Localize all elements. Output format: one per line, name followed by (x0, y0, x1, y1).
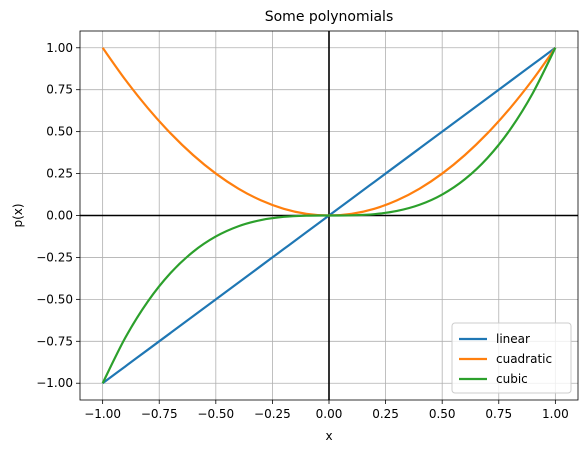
y-tick-label: 0.00 (46, 209, 73, 223)
legend-label-cuadratic: cuadratic (496, 352, 552, 366)
y-tick-label: −0.25 (36, 250, 73, 264)
series-line-cubic (101, 47, 557, 384)
y-tick-label: 0.50 (46, 125, 73, 139)
y-tick-label: −0.75 (36, 334, 73, 348)
x-tick-label: −0.75 (141, 407, 178, 421)
y-tick-label: 0.25 (46, 167, 73, 181)
x-axis-label: x (325, 429, 332, 443)
x-axis-ticks: −1.00 −0.75 −0.50 −0.25 0.00 0.25 0.50 0.75 1.00 (84, 400, 569, 421)
legend-label-linear: linear (496, 332, 530, 346)
x-tick-label: 0.25 (372, 407, 399, 421)
legend: linear cuadratic cubic (451, 322, 572, 394)
legend-label-cubic: cubic (496, 372, 528, 386)
y-tick-label: 1.00 (46, 41, 73, 55)
y-tick-label: −0.50 (36, 292, 73, 306)
x-tick-label: 1.00 (542, 407, 569, 421)
x-tick-label: −0.25 (254, 407, 291, 421)
y-axis-ticks: −1.00 −0.75 −0.50 −0.25 0.00 0.25 0.50 0.75 1.00 (36, 41, 80, 390)
x-tick-label: 0.00 (316, 407, 343, 421)
x-tick-label: 0.75 (485, 407, 512, 421)
legend-box (451, 322, 572, 394)
y-tick-label: 0.75 (46, 83, 73, 97)
y-axis-label: p(x) (11, 203, 25, 227)
series-lines (101, 46, 557, 385)
x-tick-label: 0.50 (429, 407, 456, 421)
y-tick-label: −1.00 (36, 376, 73, 390)
x-tick-label: −1.00 (84, 407, 121, 421)
chart-title: Some polynomials (265, 9, 394, 25)
x-tick-label: −0.50 (197, 407, 234, 421)
